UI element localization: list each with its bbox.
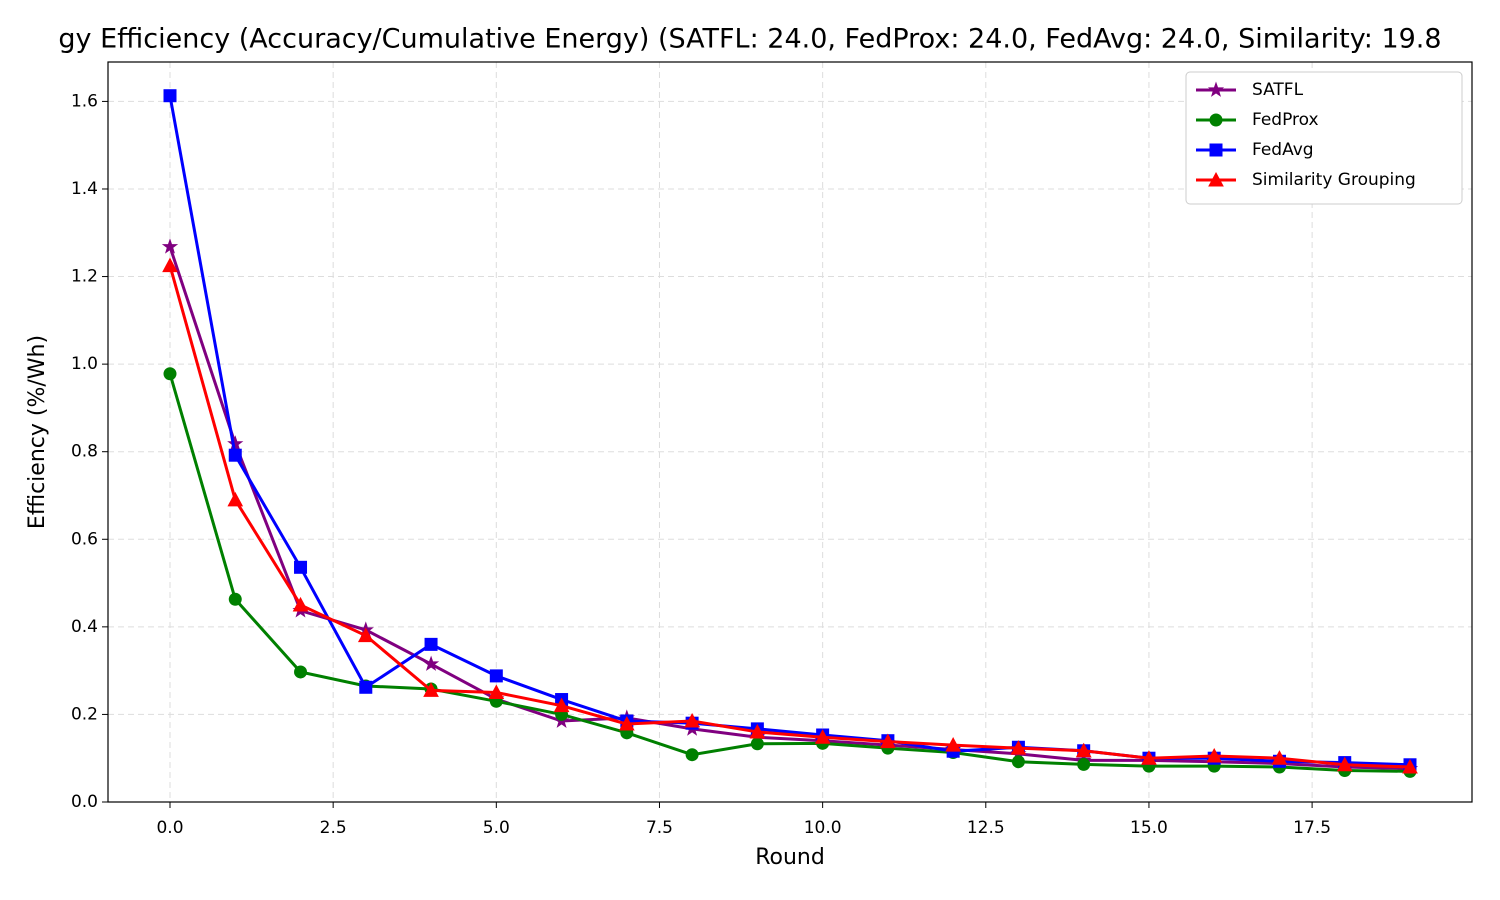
marker [227,491,244,507]
series-line [168,265,1411,769]
marker [1077,757,1091,771]
marker [161,238,179,254]
y-tick-label: 0.8 [71,442,98,462]
marker [1402,758,1418,774]
marker [1075,742,1092,758]
marker [1336,756,1353,772]
x-axis-label: Round [755,845,825,870]
marker [1209,143,1223,157]
y-tick-label: 1.6 [71,91,98,111]
y-tick-label: 0.0 [71,792,98,812]
chart-title: gy Efficiency (Accuracy/Cumulative Energ… [58,24,1441,55]
marker [294,560,308,574]
marker [488,684,505,700]
x-tick-label: 10.0 [804,818,842,838]
y-axis-label: Efficiency (%/Wh) [25,335,50,529]
marker [163,367,177,381]
marker [685,748,699,762]
y-tick-label: 1.2 [71,267,98,287]
series-line [168,95,1411,767]
marker [423,682,439,697]
marker [749,723,766,739]
x-tick-label: 0.0 [156,818,183,838]
marker [945,737,961,752]
marker [489,669,503,683]
marker [619,716,635,731]
legend-box [1185,71,1463,205]
marker [292,596,309,612]
legend-label: FedAvg [1252,140,1314,160]
series-line [168,246,1411,771]
marker [1209,113,1223,127]
marker [228,592,242,606]
y-tick-label: 0.6 [71,529,98,549]
marker [359,680,373,694]
x-tick-label: 7.5 [646,818,673,838]
marker [422,655,440,671]
marker [880,733,896,749]
marker [227,435,244,451]
marker [162,257,178,273]
x-tick-label: 17.5 [1293,818,1331,838]
legend-label: SATFL [1252,80,1304,100]
marker [814,729,831,744]
marker [294,665,308,679]
marker [684,712,700,728]
marker [1207,81,1225,97]
marker [553,697,570,713]
y-tick-label: 1.4 [71,179,98,199]
x-tick-label: 15.0 [1130,818,1168,838]
x-tick-label: 12.5 [967,818,1005,838]
x-tick-label: 5.0 [483,818,510,838]
legend-label: FedProx [1252,110,1319,130]
legend: SATFL FedProx FedAvg Similarity Grouping [1185,71,1463,205]
marker [1011,755,1025,769]
marker [1141,750,1157,765]
x-tick-label: 2.5 [320,818,347,838]
marker [1271,750,1288,765]
marker [228,448,242,462]
marker [750,737,764,751]
series-line [168,373,1411,773]
legend-label: Similarity Grouping [1252,170,1416,190]
y-tick-label: 0.4 [71,617,98,637]
marker [1208,171,1224,187]
marker [1010,740,1027,755]
marker [424,637,438,651]
marker [1206,747,1223,763]
marker [357,627,374,643]
y-tick-label: 1.0 [71,354,98,374]
plot-frame [107,61,1473,803]
marker [163,89,177,103]
y-tick-label: 0.2 [71,704,98,724]
